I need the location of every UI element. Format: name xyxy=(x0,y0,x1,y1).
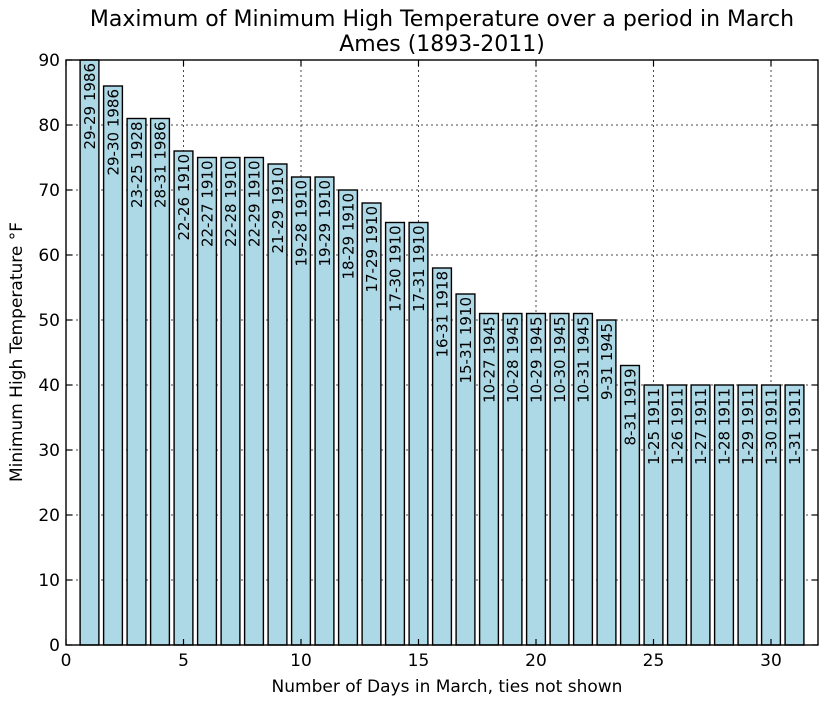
y-tick-label: 40 xyxy=(38,376,60,396)
bar-data-label: 1-31 1911 xyxy=(786,388,804,465)
chart-title-line1: Maximum of Minimum High Temperature over… xyxy=(90,7,794,32)
bar-data-label: 17-30 1910 xyxy=(387,226,405,313)
y-tick-label: 0 xyxy=(49,636,60,656)
y-tick-label: 70 xyxy=(38,181,60,201)
x-tick-label: 20 xyxy=(525,651,547,671)
y-axis-label: Minimum High Temperature °F xyxy=(7,222,27,482)
y-tick-label: 10 xyxy=(38,571,60,591)
bar-data-label: 18-29 1910 xyxy=(340,193,358,280)
bar-labels: 29-29 1986 29-30 1986 23-25 1928 28-31 1986… xyxy=(81,63,804,465)
bar-data-label: 17-29 1910 xyxy=(363,206,381,293)
bar-data-label: 1-26 1911 xyxy=(669,388,687,465)
bar-data-label: 22-26 1910 xyxy=(175,154,193,241)
y-tick-label: 60 xyxy=(38,246,60,266)
bar-data-label: 28-31 1986 xyxy=(152,122,170,209)
bar-data-label: 29-30 1986 xyxy=(105,89,123,176)
x-tick-label: 10 xyxy=(290,651,312,671)
bar-data-label: 10-31 1945 xyxy=(575,317,593,404)
bar-data-label: 16-31 1918 xyxy=(434,271,452,358)
bars xyxy=(79,59,805,646)
bar-data-label: 1-25 1911 xyxy=(645,388,663,465)
x-tick-label: 30 xyxy=(760,651,782,671)
bar-data-label: 22-28 1910 xyxy=(222,161,240,248)
bar-data-label: 29-29 1986 xyxy=(81,63,99,150)
bar-data-label: 21-29 1910 xyxy=(269,167,287,254)
bar-data-label: 1-28 1911 xyxy=(716,388,734,465)
x-tick-label: 15 xyxy=(408,651,430,671)
bar-data-label: 1-30 1911 xyxy=(763,388,781,465)
y-tick-label: 80 xyxy=(38,116,60,136)
x-axis-label: Number of Days in March, ties not shown xyxy=(272,677,623,697)
plot-frame xyxy=(65,59,819,646)
x-tick-label: 5 xyxy=(178,651,189,671)
bar-data-label: 1-27 1911 xyxy=(692,388,710,465)
axis-ticks: 0 5 10 15 20 25 30 0 10 20 30 40 50 60 70 80 90 xyxy=(38,51,818,671)
bar-data-label: 9-31 1945 xyxy=(598,323,616,400)
x-tick-label: 0 xyxy=(61,651,72,671)
bar-data-label: 22-27 1910 xyxy=(199,161,217,248)
bar-data-label: 10-27 1945 xyxy=(481,317,499,404)
y-tick-label: 30 xyxy=(38,441,60,461)
y-tick-label: 20 xyxy=(38,506,60,526)
bar-data-label: 10-30 1945 xyxy=(551,317,569,404)
bar-data-label: 19-29 1910 xyxy=(316,180,334,267)
bar-data-label: 10-28 1945 xyxy=(504,317,522,404)
y-tick-label: 50 xyxy=(38,311,60,331)
bar-data-label: 10-29 1945 xyxy=(528,317,546,404)
y-tick-label: 90 xyxy=(38,51,60,71)
bar-data-label: 17-31 1910 xyxy=(410,226,428,313)
bar-data-label: 23-25 1928 xyxy=(128,122,146,209)
chart-title-line2: Ames (1893-2011) xyxy=(339,32,545,57)
bar-data-label: 8-31 1919 xyxy=(622,369,640,446)
bar-data-label: 22-29 1910 xyxy=(246,161,264,248)
bar-data-label: 15-31 1910 xyxy=(457,297,475,384)
bar-data-label: 1-29 1911 xyxy=(739,388,757,465)
bar-data-label: 19-28 1910 xyxy=(293,180,311,267)
x-tick-label: 25 xyxy=(643,651,665,671)
